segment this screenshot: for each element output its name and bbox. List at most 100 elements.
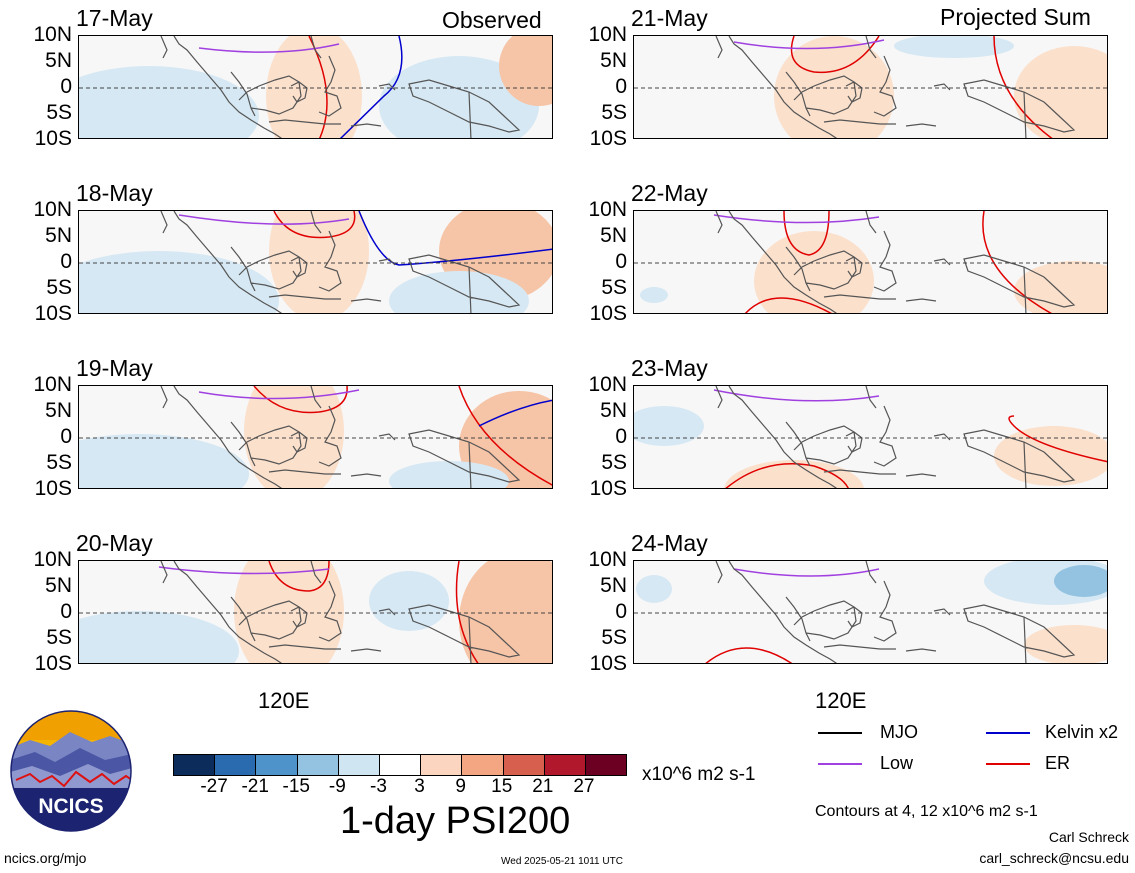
latitude-label: 5S xyxy=(601,101,627,124)
kelvin-legend-line xyxy=(986,732,1030,734)
low-legend-line xyxy=(818,763,862,765)
colorbar-boxes xyxy=(173,754,627,776)
latitude-label: 10S xyxy=(589,127,627,150)
chart-title: 1-day PSI200 xyxy=(340,800,571,842)
latitude-label: 10N xyxy=(588,548,627,571)
colorbar-tick-label: -21 xyxy=(241,776,269,797)
colorbar-tick-label: 15 xyxy=(491,776,513,797)
latitude-label: 10N xyxy=(33,373,72,396)
latitude-label: 0 xyxy=(615,600,627,623)
panel-date: 22-May xyxy=(631,180,708,206)
colorbar-swatch xyxy=(421,755,463,775)
legend-label-low: Low xyxy=(880,753,914,773)
latitude-label: 0 xyxy=(60,425,72,448)
latitude-label: 0 xyxy=(615,75,627,98)
latitude-label: 5S xyxy=(46,101,72,124)
latitude-label: 5N xyxy=(45,399,72,422)
colorbar-tick-label: -3 xyxy=(370,776,387,797)
latitude-label: 10N xyxy=(588,198,627,221)
er-legend-line xyxy=(986,763,1030,765)
map-panel xyxy=(633,385,1108,489)
colorbar-swatch xyxy=(462,755,504,775)
latitude-label: 5N xyxy=(45,49,72,72)
latitude-label: 5N xyxy=(45,224,72,247)
latitude-label: 0 xyxy=(60,600,72,623)
colorbar-units: x10^6 m2 s-1 xyxy=(642,764,756,785)
latitude-label: 10N xyxy=(33,548,72,571)
latitude-label: 5S xyxy=(601,626,627,649)
colorbar-swatch xyxy=(215,755,257,775)
latitude-label: 10S xyxy=(34,302,72,325)
latitude-label: 10S xyxy=(34,652,72,675)
map-panel xyxy=(78,210,553,314)
latitude-label: 10N xyxy=(588,373,627,396)
colorbar-swatch xyxy=(174,755,216,775)
latitude-label: 10N xyxy=(588,23,627,46)
latitude-label: 5N xyxy=(600,399,627,422)
latitude-label: 0 xyxy=(60,75,72,98)
map-panel xyxy=(633,35,1108,139)
latitude-label: 5S xyxy=(46,451,72,474)
latitude-label: 0 xyxy=(615,250,627,273)
colorbar-swatch xyxy=(379,755,422,775)
legend-label-kelvin: Kelvin x2 xyxy=(1045,722,1119,742)
latitude-label: 10N xyxy=(33,198,72,221)
colorbar-tick-label: -15 xyxy=(282,776,310,797)
ncics-logo: NCICS xyxy=(10,710,132,832)
projected-sum-header: Projected Sum xyxy=(940,4,1091,30)
latitude-label: 5S xyxy=(601,451,627,474)
colorbar-swatch xyxy=(297,755,339,775)
contour-note: Contours at 4, 12 x10^6 m2 s-1 xyxy=(815,803,1038,820)
latitude-label: 5N xyxy=(600,574,627,597)
latitude-label: 5S xyxy=(46,276,72,299)
latitude-label: 10S xyxy=(589,652,627,675)
legend-label-er: ER xyxy=(1045,753,1071,773)
colorbar-swatch xyxy=(256,755,298,775)
colorbar-tick-label: 3 xyxy=(414,776,425,797)
x-tick-label-right: 120E xyxy=(815,688,867,713)
latitude-label: 5N xyxy=(45,574,72,597)
colorbar-tick-label: -27 xyxy=(200,776,228,797)
map-panel xyxy=(633,560,1108,664)
footer-timestamp: Wed 2025-05-21 1011 UTC xyxy=(501,856,623,867)
panel-date: 20-May xyxy=(76,530,153,556)
map-panel xyxy=(78,35,553,139)
map-panel xyxy=(78,560,553,664)
mjo-legend-line xyxy=(818,732,862,734)
latitude-label: 0 xyxy=(60,250,72,273)
legend-label-mjo: MJO xyxy=(880,722,918,742)
colorbar-swatch xyxy=(503,755,545,775)
colorbar-tick-label: 21 xyxy=(532,776,554,797)
panel-date: 24-May xyxy=(631,530,708,556)
logo-text: NCICS xyxy=(38,795,103,818)
latitude-label: 10N xyxy=(33,23,72,46)
panel-date: 18-May xyxy=(76,180,153,206)
x-tick-label-left: 120E xyxy=(258,688,310,713)
latitude-label: 10S xyxy=(589,302,627,325)
latitude-label: 10S xyxy=(34,127,72,150)
colorbar-tick-label: 9 xyxy=(455,776,466,797)
colorbar-swatch xyxy=(544,755,586,775)
footer-email[interactable]: carl_schreck@ncsu.edu xyxy=(979,850,1129,866)
latitude-label: 5S xyxy=(46,626,72,649)
footer-url[interactable]: ncics.org/mjo xyxy=(4,850,87,866)
latitude-label: 5N xyxy=(600,224,627,247)
observed-header: Observed xyxy=(442,7,542,33)
map-panel xyxy=(78,385,553,489)
panel-date: 21-May xyxy=(631,5,708,31)
colorbar-swatch xyxy=(338,755,380,775)
map-panel xyxy=(633,210,1108,314)
latitude-label: 10S xyxy=(34,477,72,500)
colorbar-tick-label: 27 xyxy=(573,776,595,797)
colorbar-swatch xyxy=(585,755,627,775)
latitude-label: 5N xyxy=(600,49,627,72)
panel-date: 23-May xyxy=(631,355,708,381)
panel-date: 19-May xyxy=(76,355,153,381)
colorbar-ticks: -27 -21 -15 -9 -3 3 9 15 21 27 xyxy=(173,776,625,800)
colorbar-tick-label: -9 xyxy=(328,776,346,797)
latitude-label: 10S xyxy=(589,477,627,500)
footer-author: Carl Schreck xyxy=(1048,829,1129,845)
latitude-label: 5S xyxy=(601,276,627,299)
panel-date: 17-May xyxy=(76,5,153,31)
latitude-label: 0 xyxy=(615,425,627,448)
